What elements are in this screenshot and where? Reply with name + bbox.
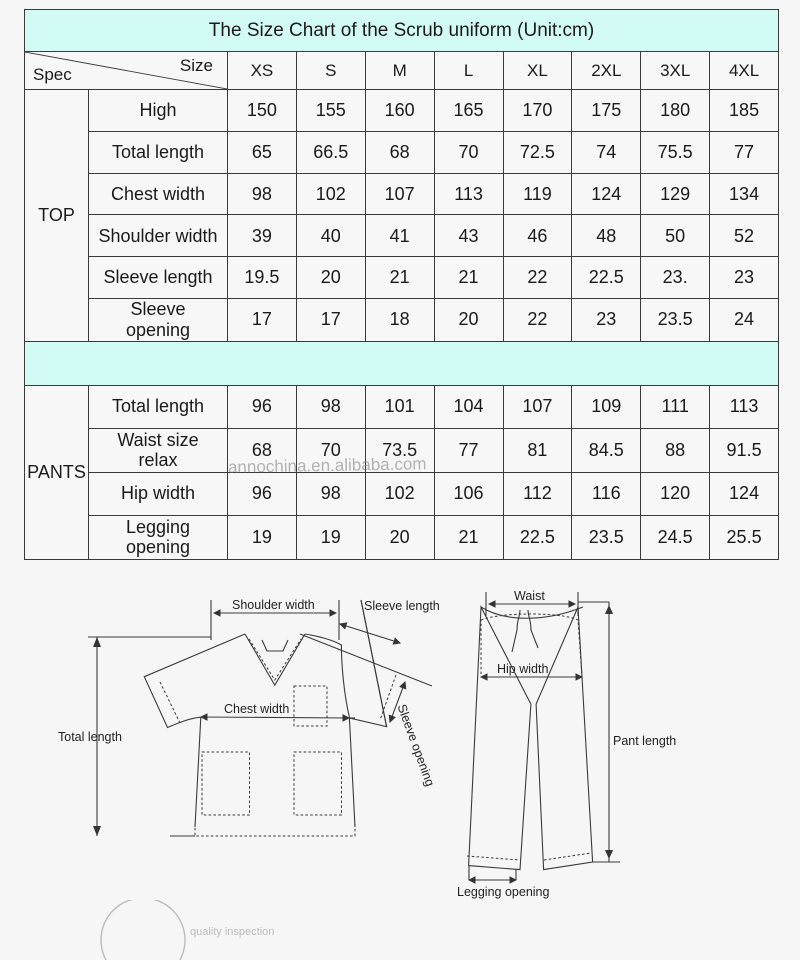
svg-text:Legging opening: Legging opening	[457, 885, 549, 899]
svg-text:Chest width: Chest width	[224, 702, 289, 716]
svg-text:Sleeve opening: Sleeve opening	[394, 702, 437, 788]
svg-text:Hip width: Hip width	[497, 662, 548, 676]
svg-text:Waist: Waist	[514, 590, 545, 603]
svg-text:Sleeve length: Sleeve length	[364, 599, 440, 613]
svg-text:Pant length: Pant length	[613, 734, 676, 748]
svg-text:Total length: Total length	[58, 730, 122, 744]
svg-text:Shoulder width: Shoulder width	[232, 598, 315, 612]
